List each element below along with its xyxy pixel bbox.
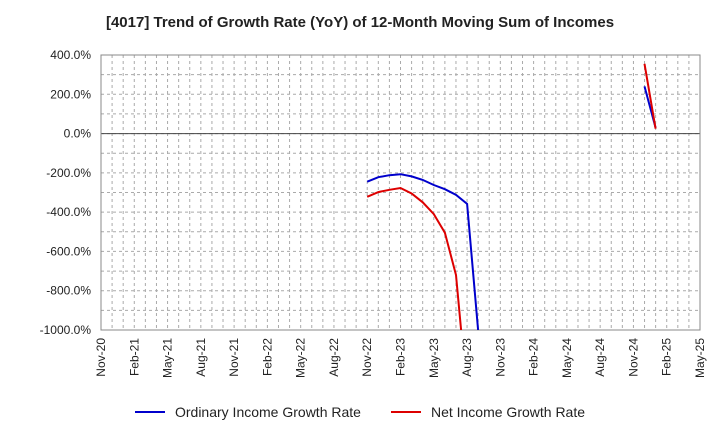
legend-swatch-net	[390, 411, 421, 413]
legend-label-net: Net Income Growth Rate	[430, 404, 586, 420]
x-tick-label: Feb-21	[127, 338, 141, 376]
x-tick-label: Feb-25	[660, 338, 674, 376]
x-tick-label: Nov-23	[493, 338, 507, 377]
x-tick-label: Aug-22	[327, 338, 341, 377]
y-tick-label: -400.0%	[46, 205, 91, 219]
legend: Ordinary Income Growth Rate Net Income G…	[0, 404, 720, 420]
x-tick-label: Feb-23	[394, 338, 408, 376]
x-tick-label: Nov-20	[94, 338, 108, 377]
x-tick-label: May-25	[693, 338, 707, 378]
legend-label-ordinary: Ordinary Income Growth Rate	[174, 404, 361, 420]
legend-swatch-ordinary	[134, 411, 165, 413]
x-tick-label: Aug-24	[593, 338, 607, 377]
y-tick-label: -1000.0%	[40, 323, 92, 337]
y-tick-label: -800.0%	[46, 284, 91, 298]
y-tick-label: -600.0%	[46, 244, 91, 258]
x-tick-label: Nov-24	[626, 338, 640, 377]
y-tick-label: 400.0%	[50, 48, 91, 62]
series-line-net-income	[366, 186, 463, 330]
x-tick-label: May-23	[427, 338, 441, 378]
x-tick-label: Nov-22	[360, 338, 374, 377]
chart-title: [4017] Trend of Growth Rate (YoY) of 12-…	[105, 14, 615, 31]
y-tick-label: 200.0%	[50, 87, 91, 101]
legend-item-ordinary: Ordinary Income Growth Rate	[134, 404, 361, 420]
x-tick-label: May-22	[294, 338, 308, 378]
x-tick-label: May-24	[560, 338, 574, 378]
x-tick-label: May-21	[161, 338, 175, 378]
y-tick-label: 0.0%	[64, 127, 92, 141]
plot-border	[100, 54, 701, 331]
legend-item-net: Net Income Growth Rate	[390, 404, 586, 420]
x-tick-label: Feb-24	[527, 338, 541, 376]
x-tick-label: Aug-21	[194, 338, 208, 377]
x-tick-label: Nov-21	[227, 338, 241, 377]
y-tick-label: -200.0%	[46, 166, 91, 180]
series-line-ordinary-income	[366, 173, 480, 330]
x-tick-label: Feb-22	[260, 338, 274, 376]
x-tick-label: Aug-23	[460, 338, 474, 377]
series-line-net-income	[643, 63, 657, 129]
